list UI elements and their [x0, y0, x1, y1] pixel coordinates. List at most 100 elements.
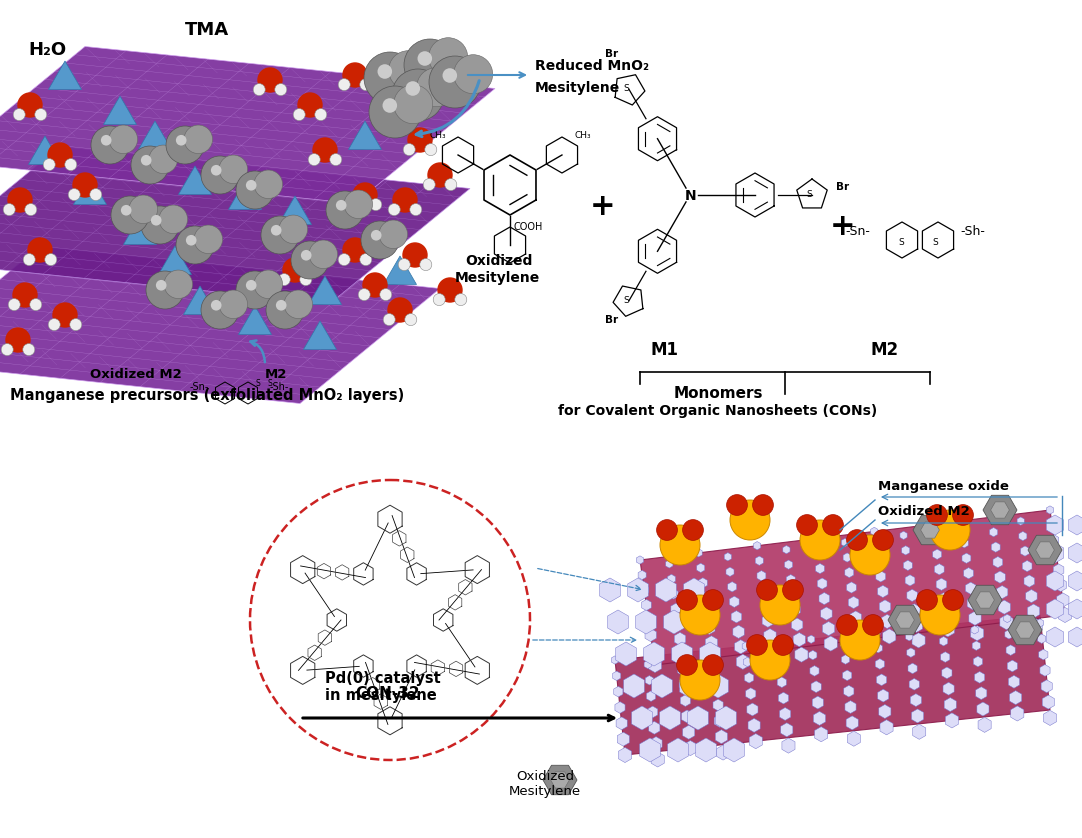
Circle shape: [454, 293, 466, 306]
Polygon shape: [747, 703, 758, 716]
Circle shape: [90, 189, 102, 200]
Circle shape: [184, 125, 212, 153]
Circle shape: [258, 68, 282, 92]
Polygon shape: [878, 585, 888, 597]
Circle shape: [291, 241, 329, 279]
Polygon shape: [672, 642, 692, 666]
Polygon shape: [1028, 604, 1040, 618]
Polygon shape: [742, 642, 750, 650]
Circle shape: [270, 225, 281, 235]
Text: Br: Br: [836, 182, 849, 192]
Polygon shape: [1037, 618, 1044, 627]
Polygon shape: [726, 567, 734, 577]
Polygon shape: [696, 738, 716, 762]
Polygon shape: [1004, 614, 1011, 623]
Circle shape: [383, 98, 397, 113]
Polygon shape: [988, 513, 995, 521]
Circle shape: [679, 595, 720, 635]
Text: +: +: [830, 212, 856, 241]
Polygon shape: [755, 556, 763, 566]
Polygon shape: [628, 578, 648, 602]
Text: CH₃: CH₃: [430, 131, 446, 140]
Circle shape: [404, 143, 415, 156]
Polygon shape: [795, 647, 808, 662]
Circle shape: [176, 135, 186, 146]
Circle shape: [253, 84, 265, 96]
Polygon shape: [850, 611, 861, 624]
Polygon shape: [845, 701, 856, 713]
Text: M1: M1: [650, 341, 678, 359]
Polygon shape: [1053, 564, 1064, 576]
Polygon shape: [683, 725, 695, 739]
Polygon shape: [599, 578, 620, 602]
Polygon shape: [684, 741, 697, 756]
Polygon shape: [676, 649, 684, 657]
Polygon shape: [617, 732, 630, 746]
Polygon shape: [644, 642, 664, 666]
Circle shape: [43, 158, 55, 171]
Polygon shape: [644, 614, 654, 626]
Polygon shape: [971, 626, 978, 634]
Circle shape: [164, 270, 193, 298]
Circle shape: [326, 191, 364, 229]
Text: S: S: [898, 238, 903, 247]
Circle shape: [428, 163, 452, 187]
Polygon shape: [791, 618, 803, 631]
Polygon shape: [766, 643, 779, 659]
Polygon shape: [238, 306, 272, 334]
Polygon shape: [854, 640, 867, 655]
Polygon shape: [705, 636, 717, 650]
Circle shape: [211, 300, 222, 311]
Polygon shape: [1068, 571, 1082, 591]
Polygon shape: [753, 541, 761, 550]
Polygon shape: [813, 535, 819, 543]
Polygon shape: [724, 552, 731, 561]
Circle shape: [149, 145, 177, 173]
Text: S: S: [623, 85, 629, 93]
Polygon shape: [1041, 680, 1052, 693]
Polygon shape: [74, 176, 106, 204]
Circle shape: [344, 190, 372, 219]
Polygon shape: [762, 614, 774, 628]
Polygon shape: [813, 696, 823, 709]
Polygon shape: [907, 648, 915, 657]
Circle shape: [129, 195, 158, 224]
Circle shape: [702, 654, 724, 675]
Polygon shape: [613, 686, 623, 697]
Polygon shape: [939, 637, 948, 646]
Circle shape: [676, 590, 698, 610]
Polygon shape: [715, 730, 727, 743]
Polygon shape: [615, 701, 625, 713]
Circle shape: [335, 200, 346, 210]
Text: Oxidized
Mesitylene: Oxidized Mesitylene: [509, 770, 581, 798]
Polygon shape: [671, 603, 681, 614]
Polygon shape: [1046, 543, 1064, 563]
Circle shape: [423, 178, 435, 190]
Polygon shape: [1000, 614, 1013, 629]
Polygon shape: [874, 556, 883, 566]
Polygon shape: [910, 694, 922, 706]
Text: S: S: [267, 379, 272, 388]
Polygon shape: [852, 625, 865, 639]
Circle shape: [1, 344, 13, 355]
Polygon shape: [708, 674, 728, 698]
Polygon shape: [873, 628, 880, 637]
Polygon shape: [814, 711, 826, 726]
Circle shape: [261, 216, 299, 254]
Polygon shape: [656, 578, 676, 602]
Polygon shape: [676, 647, 688, 661]
Circle shape: [388, 298, 412, 322]
Circle shape: [756, 580, 777, 600]
Polygon shape: [158, 246, 192, 275]
Polygon shape: [787, 575, 795, 585]
Circle shape: [433, 293, 445, 306]
Polygon shape: [846, 582, 856, 593]
Circle shape: [360, 254, 372, 266]
Text: Manganese precursors (exfoliated MnO₂ layers): Manganese precursors (exfoliated MnO₂ la…: [10, 388, 405, 403]
Text: Oxidized: Oxidized: [465, 254, 532, 268]
Polygon shape: [901, 546, 910, 555]
Polygon shape: [1058, 608, 1071, 623]
Polygon shape: [997, 586, 1007, 598]
Polygon shape: [660, 706, 681, 730]
Circle shape: [660, 525, 700, 565]
